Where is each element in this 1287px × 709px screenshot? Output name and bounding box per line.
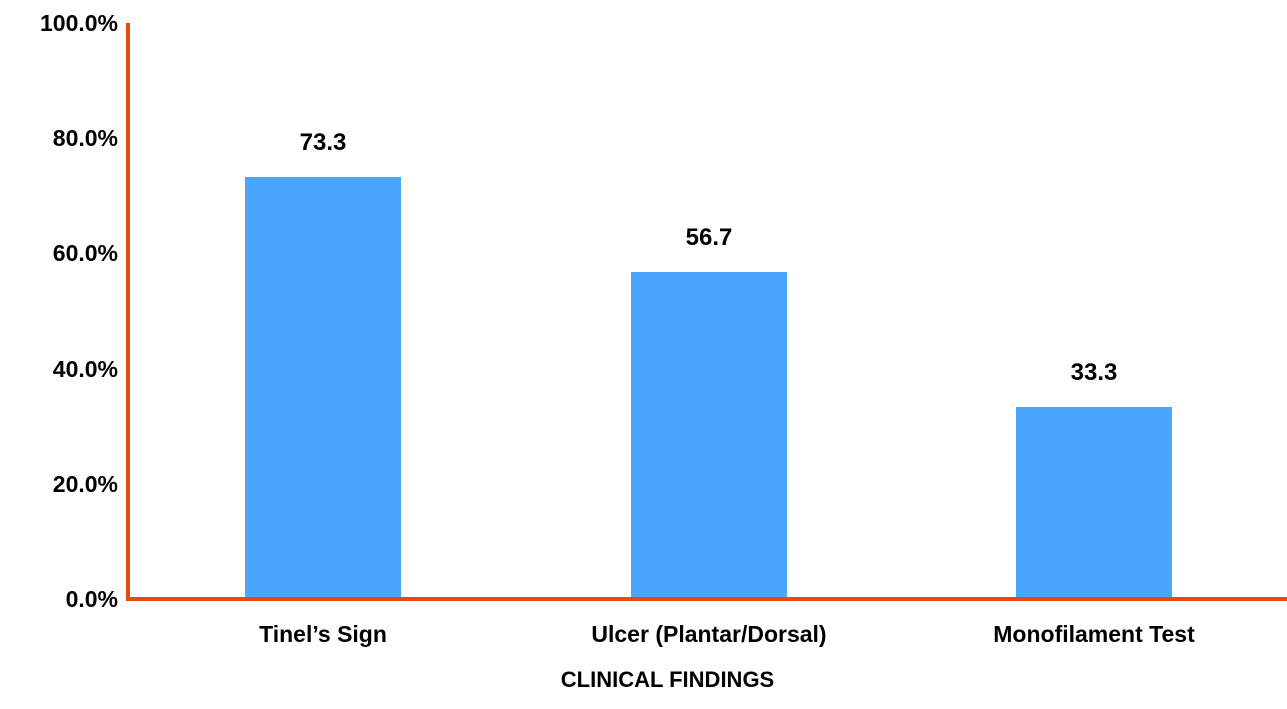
y-tick-label: 20.0% [52,470,118,497]
bar-value-label: 56.7 [685,224,733,251]
y-tick-label: 0.0% [65,586,118,612]
bar-value-label: 73.3 [299,129,347,156]
category-label: Tinel’s Sign [259,621,387,647]
x-axis-line [126,597,1287,601]
category-label: Monofilament Test [993,621,1195,647]
y-tick-label: 100.0% [39,10,118,36]
y-tick-label: 40.0% [52,355,118,382]
y-tick-label: 80.0% [52,125,118,152]
bar [1016,407,1172,601]
bar-value-label: 33.3 [1070,359,1118,386]
bar [245,177,401,601]
y-tick-label: 60.0% [52,240,118,267]
category-label: Ulcer (Plantar/Dorsal) [591,621,827,647]
y-axis-line [126,23,130,601]
x-axis-title: CLINICAL FINDINGS [560,667,775,692]
bar [631,272,787,601]
